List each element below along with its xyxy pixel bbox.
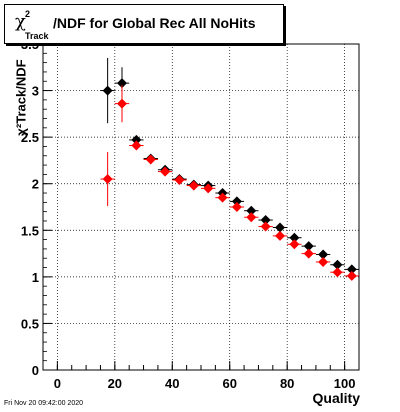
data-point-marker [102,174,113,185]
x-tick-label: 100 [334,376,356,391]
title-chi-superscript: 2 [25,9,31,19]
data-point-marker [275,222,285,233]
data-point-marker [246,205,257,216]
data-point-marker [160,166,171,177]
y-tick-label: 3 [32,84,39,99]
data-point-marker [332,259,343,270]
data-marks [100,57,359,281]
data-point-marker [131,134,142,145]
y-tick-label: 0.5 [21,316,39,331]
x-axis-label: Quality [312,390,360,406]
data-point-marker [145,154,156,165]
data-point-marker [346,264,357,275]
data-point-marker [188,180,199,191]
chart-title: /NDF for Global Rec All NoHits [53,15,256,31]
plot-frame [42,43,360,371]
y-tick-label: 0 [32,363,39,378]
data-point-marker [246,212,257,223]
data-point-marker [174,174,185,185]
data-point-marker [217,192,228,203]
data-point-marker [231,202,242,212]
x-tick-label: 80 [280,376,294,391]
y-tick-label: 1 [32,270,39,285]
data-point-marker [260,221,271,232]
data-point-marker [303,248,314,259]
title-chi-symbol: χ [15,11,26,32]
data-point-marker [332,267,343,278]
x-tick-label: 20 [108,376,122,391]
grid [43,43,359,371]
data-point-marker [303,241,314,252]
data-point-marker [131,140,142,151]
data-point-marker [117,78,127,89]
data-point-marker [318,256,329,267]
data-point-marker [289,232,300,243]
x-tick-label: 40 [165,376,179,391]
x-tick-label: 60 [222,376,236,391]
data-point-marker [117,98,127,109]
y-axis-title: χ²Track/NDF [6,50,36,170]
y-tick-label: 2 [32,177,39,192]
y-tick-label: 2.5 [21,130,39,145]
timestamp: Fri Nov 20 09:42:00 2020 [4,400,83,407]
title-chi-subscript: Track [25,31,49,41]
y-axis-label: χ²Track/NDF [13,59,29,136]
data-point-marker [346,270,357,281]
data-point-marker [102,85,113,96]
y-tick-label: 1.5 [21,223,39,238]
data-point-marker [260,215,271,226]
data-point-marker [289,239,300,250]
data-point-marker [318,249,329,260]
data-point-marker [275,230,285,241]
data-point-marker [231,196,242,207]
data-point-marker [203,183,214,194]
x-tick-label: 0 [54,376,61,391]
title-box: χ 2 Track /NDF for Global Rec All NoHits [4,4,284,44]
